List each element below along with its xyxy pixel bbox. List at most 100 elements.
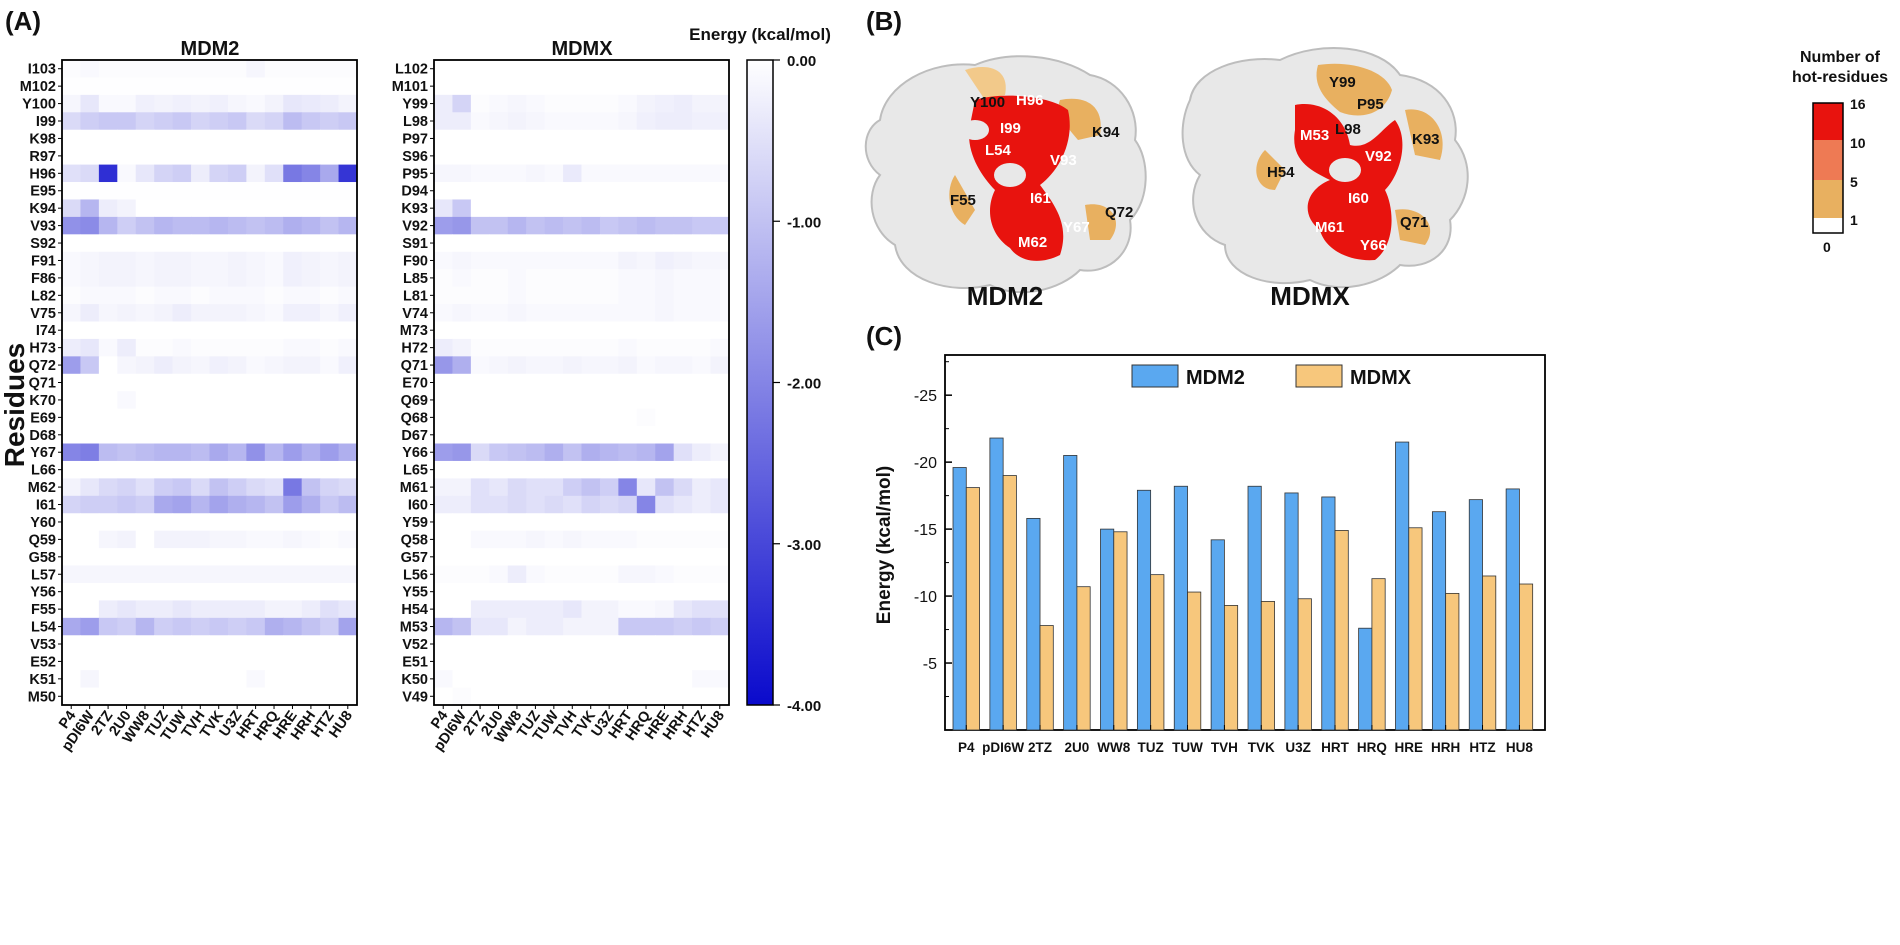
- residue-label: F55: [950, 192, 976, 209]
- heatmap-cell: [563, 408, 582, 427]
- heatmap-cell: [98, 164, 118, 183]
- heatmap-cell: [636, 129, 656, 148]
- x-tick-label: P4: [958, 740, 975, 755]
- row-label: V74: [402, 306, 428, 322]
- hot-legend-tick: 5: [1850, 174, 1858, 190]
- heatmap-cell: [544, 687, 564, 706]
- heatmap-cell: [636, 635, 656, 654]
- heatmap-cell: [692, 635, 712, 654]
- heatmap-cell: [172, 129, 192, 148]
- heatmap-cell: [470, 687, 490, 706]
- heatmap-cell: [172, 373, 192, 392]
- heatmap-cell: [470, 321, 490, 340]
- heatmap-cell: [301, 687, 321, 706]
- heatmap-cell: [692, 652, 712, 671]
- bar-mdm2: [1395, 441, 1410, 731]
- heatmap-cell: [507, 635, 527, 654]
- heatmap-cell: [636, 94, 656, 113]
- heatmap-cell: [710, 356, 730, 375]
- heatmap-cell: [710, 251, 730, 270]
- heatmap-cell: [209, 582, 229, 601]
- heatmap-cell: [172, 338, 192, 357]
- heatmap-cell: [692, 147, 712, 166]
- heatmap-cell: [618, 443, 638, 462]
- heatmap-cell: [117, 426, 137, 445]
- heatmap-cell: [283, 548, 303, 567]
- heatmap-cell: [673, 565, 693, 584]
- heatmap-cell: [98, 652, 118, 671]
- heatmap-cell: [191, 670, 210, 689]
- heatmap-cell: [62, 234, 81, 253]
- heatmap-cell: [264, 513, 284, 532]
- heatmap-cell: [563, 147, 582, 166]
- heatmap-cell: [692, 600, 712, 619]
- heatmap-cell: [581, 251, 601, 270]
- heatmap-cell: [227, 77, 247, 96]
- heatmap-cell: [209, 600, 229, 619]
- x-tick-label: HRQ: [1357, 740, 1387, 755]
- heatmap-cell: [526, 94, 546, 113]
- heatmap-cell: [599, 321, 619, 340]
- heatmap-cell: [470, 286, 490, 305]
- heatmap-cell: [544, 129, 564, 148]
- heatmap-cell: [434, 652, 453, 671]
- heatmap-cell: [692, 216, 712, 235]
- row-label: V92: [402, 219, 428, 235]
- heatmap-cell: [283, 687, 303, 706]
- heatmap-cell: [264, 182, 284, 200]
- x-tick-label: WW8: [1097, 740, 1130, 755]
- heatmap-cell: [264, 251, 284, 270]
- heatmap-cell: [172, 199, 192, 218]
- bar-mdmx: [965, 487, 980, 731]
- heatmap-cell: [264, 356, 284, 375]
- heatmap-cell: [264, 129, 284, 148]
- heatmap-cell: [117, 687, 137, 706]
- heatmap-cell: [80, 321, 100, 340]
- heatmap-cell: [636, 182, 656, 200]
- residue-label: M62: [1018, 234, 1047, 251]
- heatmap-cell: [544, 373, 564, 392]
- heatmap-cell: [135, 687, 155, 706]
- heatmap-cell: [581, 338, 601, 357]
- heatmap-cell: [544, 408, 564, 427]
- heatmap-cell: [154, 670, 174, 689]
- heatmap-cell: [544, 77, 564, 96]
- heatmap-cell: [655, 77, 675, 96]
- heatmap-cell: [655, 373, 675, 392]
- row-label: E69: [30, 410, 56, 426]
- heatmap-cell: [135, 164, 155, 183]
- heatmap-cell: [98, 408, 118, 427]
- heatmap-cell: [636, 565, 656, 584]
- heatmap-cell: [227, 670, 247, 689]
- colorbar-ticks: 0.00 -1.00 -2.00 -3.00 -4.00: [773, 53, 821, 715]
- heatmap-cell: [172, 635, 192, 654]
- heatmap-cell: [636, 495, 656, 514]
- heatmap-cell: [301, 548, 321, 567]
- heatmap-cell: [489, 530, 509, 549]
- heatmap-cell: [618, 216, 638, 235]
- heatmap-cell: [526, 234, 546, 253]
- heatmap-cell: [618, 513, 638, 532]
- heatmap-cell: [655, 548, 675, 567]
- heatmap-cell: [581, 286, 601, 305]
- heatmap-cell: [301, 164, 321, 183]
- heatmap-cell: [246, 582, 266, 601]
- heatmap-cell: [507, 60, 527, 78]
- heatmap-cell: [544, 426, 564, 445]
- heatmap-cell: [692, 460, 712, 479]
- heatmap-cell: [636, 216, 656, 235]
- heatmap-cell: [209, 164, 229, 183]
- heatmap-cell: [434, 687, 453, 706]
- heatmap-cell: [209, 216, 229, 235]
- heatmap-cell: [544, 513, 564, 532]
- heatmap-cell: [283, 182, 303, 200]
- heatmap-cell: [62, 251, 81, 270]
- heatmap-cell: [618, 478, 638, 497]
- heatmap-cell: [98, 600, 118, 619]
- panel-c-label: (C): [866, 321, 902, 351]
- heatmap-cell: [227, 304, 247, 322]
- heatmap-cell: [710, 565, 730, 584]
- heatmap-cell: [172, 356, 192, 375]
- heatmap-cell: [98, 321, 118, 340]
